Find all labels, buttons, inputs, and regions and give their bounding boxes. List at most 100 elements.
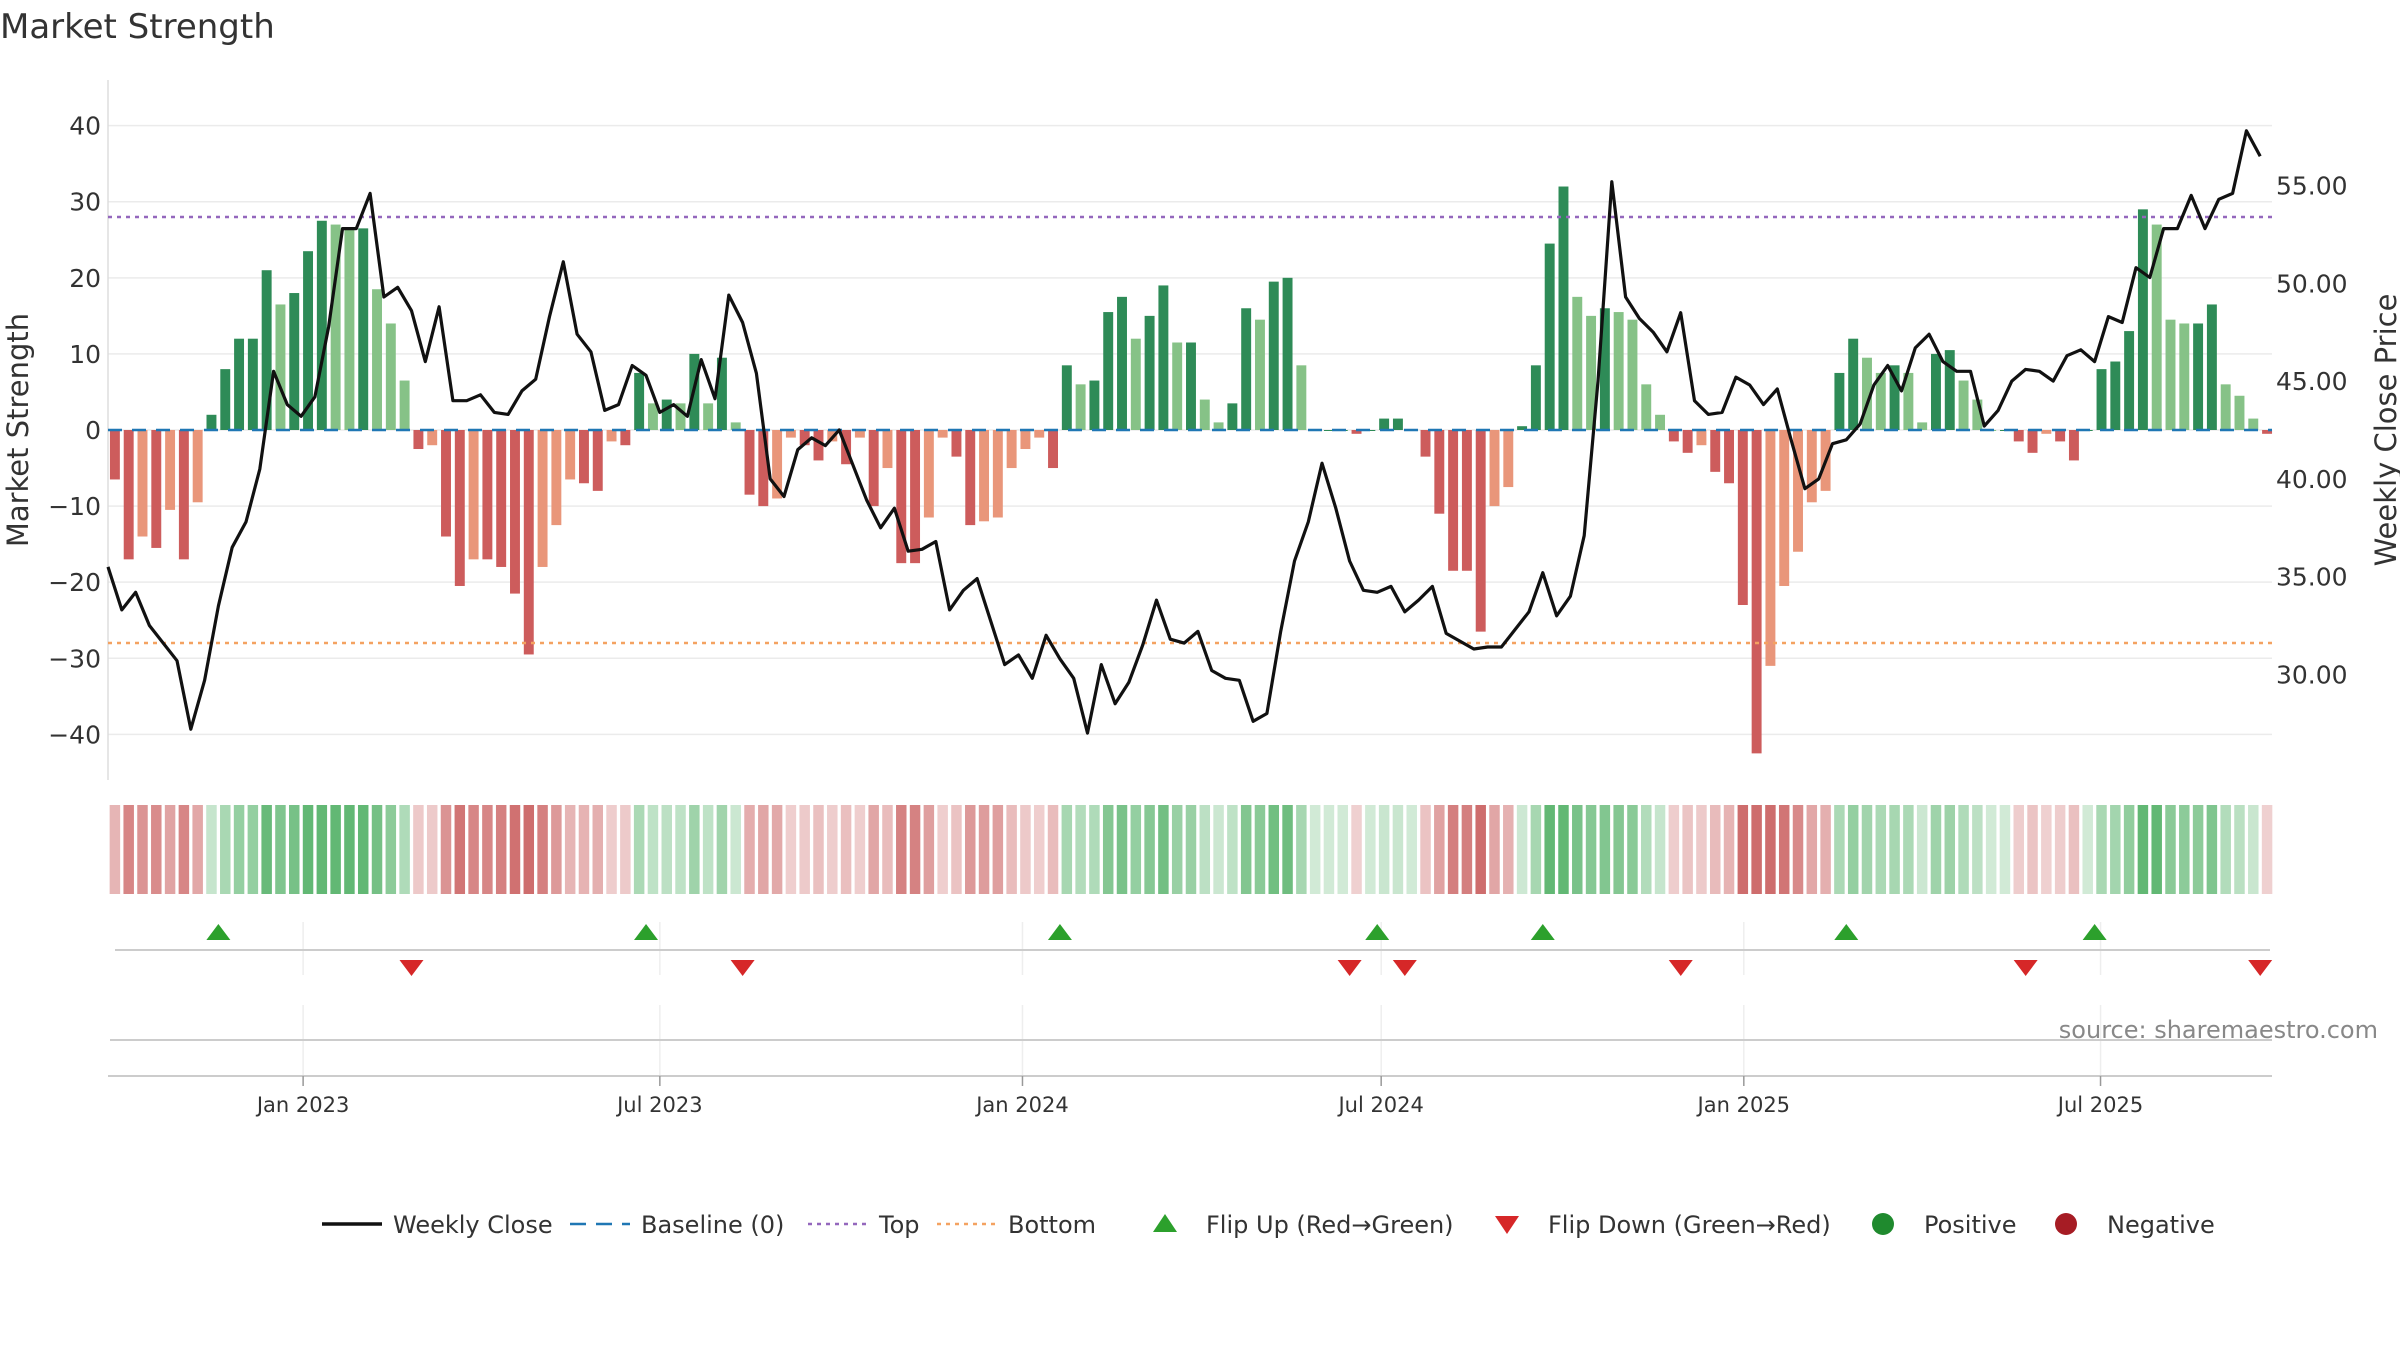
strength-bar [1213, 422, 1224, 430]
strip-cell [1613, 805, 1624, 894]
flip-down-marker [730, 960, 755, 976]
strength-bar [413, 430, 424, 450]
strip-cell [385, 805, 397, 894]
strip-cell [1130, 805, 1142, 894]
strip-cell [1020, 805, 1031, 894]
strip-cell [2013, 805, 2024, 894]
strength-bar [1323, 430, 1334, 431]
strength-bar [2165, 319, 2176, 430]
strip-cell [137, 805, 148, 894]
strip-cell [371, 805, 383, 894]
strength-bar [2110, 361, 2121, 430]
strength-bar [1931, 353, 1941, 430]
strip-cell [192, 805, 203, 894]
strength-bar [2151, 224, 2162, 430]
strip-cell [882, 805, 893, 894]
strip-cell [1102, 805, 1114, 894]
strip-cell [1254, 805, 1266, 894]
strength-bar [2096, 369, 2107, 430]
strength-bar [1544, 243, 1555, 430]
flip-down-marker [1337, 960, 1362, 976]
strip-cell [854, 805, 866, 894]
strip-cell [758, 805, 769, 894]
strip-cell [1420, 805, 1431, 894]
right-tick-label: 35.00 [2276, 563, 2348, 592]
x-tick-label: Jul 2023 [615, 1093, 702, 1117]
strength-bar [758, 430, 769, 507]
strength-bar [1517, 426, 1528, 430]
strength-bar [1158, 285, 1169, 430]
strength-bar [220, 369, 231, 430]
strip-cell [1351, 805, 1362, 894]
strip-cell [965, 805, 976, 894]
strength-bar [1889, 365, 1900, 430]
strength-bar [606, 430, 617, 442]
strip-cell [1406, 805, 1417, 894]
strength-bar [151, 430, 162, 548]
strip-cell [2041, 805, 2052, 894]
strip-cell [1323, 805, 1335, 894]
strength-bar [1254, 319, 1265, 430]
strength-bar [1862, 357, 1872, 430]
strength-bar [923, 430, 934, 518]
flip-down-marker [1668, 960, 1693, 976]
strip-cell [1709, 805, 1721, 894]
strength-bar [1034, 430, 1045, 438]
strip-cell [509, 805, 521, 894]
left-tick-label: 10 [69, 340, 101, 369]
left-tick-label: 40 [69, 112, 101, 141]
strip-cell [1089, 805, 1100, 894]
strength-bar [1117, 296, 1127, 430]
strength-bar [1599, 308, 1610, 430]
strip-cell [606, 805, 617, 894]
flip-up-marker [2082, 924, 2107, 940]
right-tick-label: 45.00 [2276, 367, 2348, 396]
strength-bar [937, 430, 948, 438]
strip-cell [1944, 805, 1956, 894]
strip-cell [151, 805, 162, 894]
strip-cell [495, 805, 507, 894]
strip-cell [2054, 805, 2066, 894]
flip-up-marker [1834, 924, 1859, 940]
strip-cell [1378, 805, 1390, 894]
strip-cell [468, 805, 479, 894]
strip-cell [564, 805, 576, 894]
strip-cell [799, 805, 810, 894]
strip-cell [1158, 805, 1169, 894]
strip-cell [1723, 805, 1735, 894]
flip-up-marker [634, 924, 659, 940]
strip-cell [744, 805, 755, 894]
weekly-close-line [106, 129, 2262, 735]
right-axis-label: Weekly Close Price [2369, 294, 2400, 567]
strength-bar [523, 430, 534, 655]
strength-bar [1944, 350, 1955, 430]
strip-cell [2137, 805, 2149, 894]
flip-markers-panel [115, 922, 2273, 976]
strength-bar [703, 403, 714, 430]
strip-cell [1213, 805, 1224, 894]
flip-down-marker [2013, 960, 2038, 976]
flip-down-marker [399, 960, 424, 976]
legend-label: Flip Down (Green→Red) [1548, 1211, 1831, 1239]
strength-bar [1503, 430, 1514, 488]
strip-cell [1365, 805, 1376, 894]
strip-cell [647, 805, 659, 894]
strip-cell [1171, 805, 1183, 894]
strength-bar [620, 430, 631, 446]
strip-cell [2248, 805, 2259, 894]
left-tick-label: 20 [69, 264, 101, 293]
strength-bar [1489, 430, 1500, 507]
strength-bar [2262, 430, 2273, 434]
left-tick-label: −10 [48, 492, 101, 521]
strip-cell [454, 805, 466, 894]
strip-cell [1544, 805, 1555, 894]
strip-cell [937, 805, 948, 894]
strip-cell [1985, 805, 1997, 894]
strip-cell [1627, 805, 1638, 894]
strip-cell [1834, 805, 1845, 894]
strip-cell [716, 805, 728, 894]
strength-bar [344, 228, 355, 430]
legend-label: Positive [1924, 1211, 2017, 1239]
strength-bar [1282, 277, 1293, 430]
